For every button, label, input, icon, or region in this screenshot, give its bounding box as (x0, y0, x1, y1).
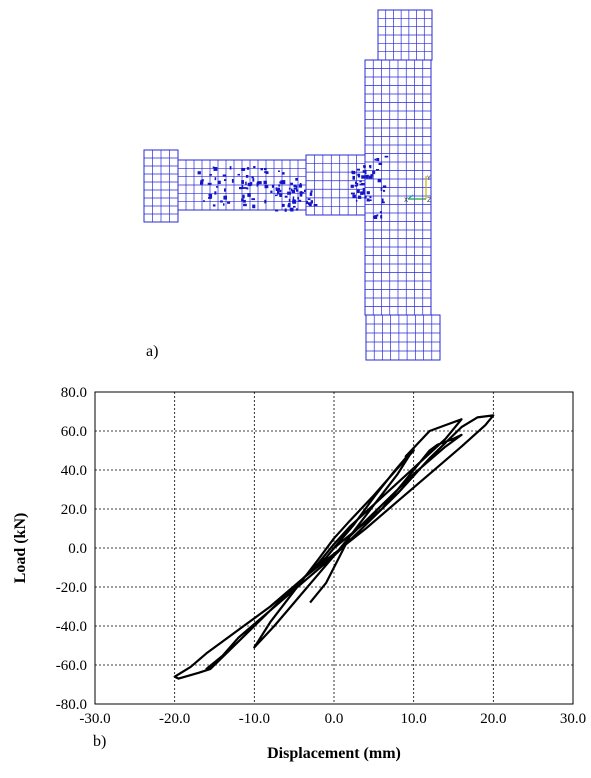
y-tick-label: -80.0 (56, 697, 87, 713)
column-shaft (364, 59, 432, 316)
coordinate-triad-icon: Y Z X (404, 175, 431, 204)
column-top-stub (377, 9, 433, 61)
y-axis-title: Load (kN) (12, 513, 29, 584)
x-tick-label: 30.0 (560, 711, 586, 727)
y-tick-label: 20.0 (61, 502, 87, 518)
y-tick-label: -20.0 (56, 580, 87, 596)
panel-a-label: a) (146, 343, 159, 360)
fe-mesh-figure: Y Z X a) (0, 0, 591, 370)
chart-svg: -30.0 -20.0 -10.0 0.0 10.0 20.0 30.0 -80.0 -60.0… (12, 385, 586, 762)
load-displacement-chart: -30.0 -20.0 -10.0 0.0 10.0 20.0 30.0 -80.0 -60.0… (0, 370, 591, 773)
x-tick-label: -10.0 (239, 711, 270, 727)
chart-gridlines (95, 392, 573, 704)
beam-body (177, 159, 307, 211)
plot-area-frame (94, 391, 574, 705)
y-tick-label: -40.0 (56, 619, 87, 635)
fe-mesh-drawing: Y Z X (143, 9, 441, 361)
x-tick-label: -30.0 (79, 711, 110, 727)
x-tick-label: 0.0 (325, 711, 344, 727)
x-tick-label: -20.0 (159, 711, 190, 727)
crack-pattern (197, 155, 389, 219)
x-tick-label: 10.0 (401, 711, 427, 727)
svg-text:Z: Z (427, 197, 431, 204)
column-bottom-stub (365, 314, 441, 361)
x-axis-title: Displacement (mm) (267, 745, 401, 762)
svg-text:X: X (404, 197, 408, 204)
y-tick-label: 80.0 (61, 385, 87, 401)
x-tick-label: 20.0 (480, 711, 506, 727)
panel-b-label: b) (93, 733, 107, 750)
tick-labels: -30.0 -20.0 -10.0 0.0 10.0 20.0 30.0 -80.0 -60.0… (56, 385, 586, 727)
y-tick-label: 40.0 (61, 463, 87, 479)
y-tick-label: -60.0 (56, 658, 87, 674)
beam-end-block (143, 149, 179, 223)
y-tick-label: 0.0 (68, 541, 87, 557)
svg-text:Y: Y (426, 175, 431, 182)
y-tick-label: 60.0 (61, 424, 87, 440)
hysteresis-curve (173, 414, 495, 680)
